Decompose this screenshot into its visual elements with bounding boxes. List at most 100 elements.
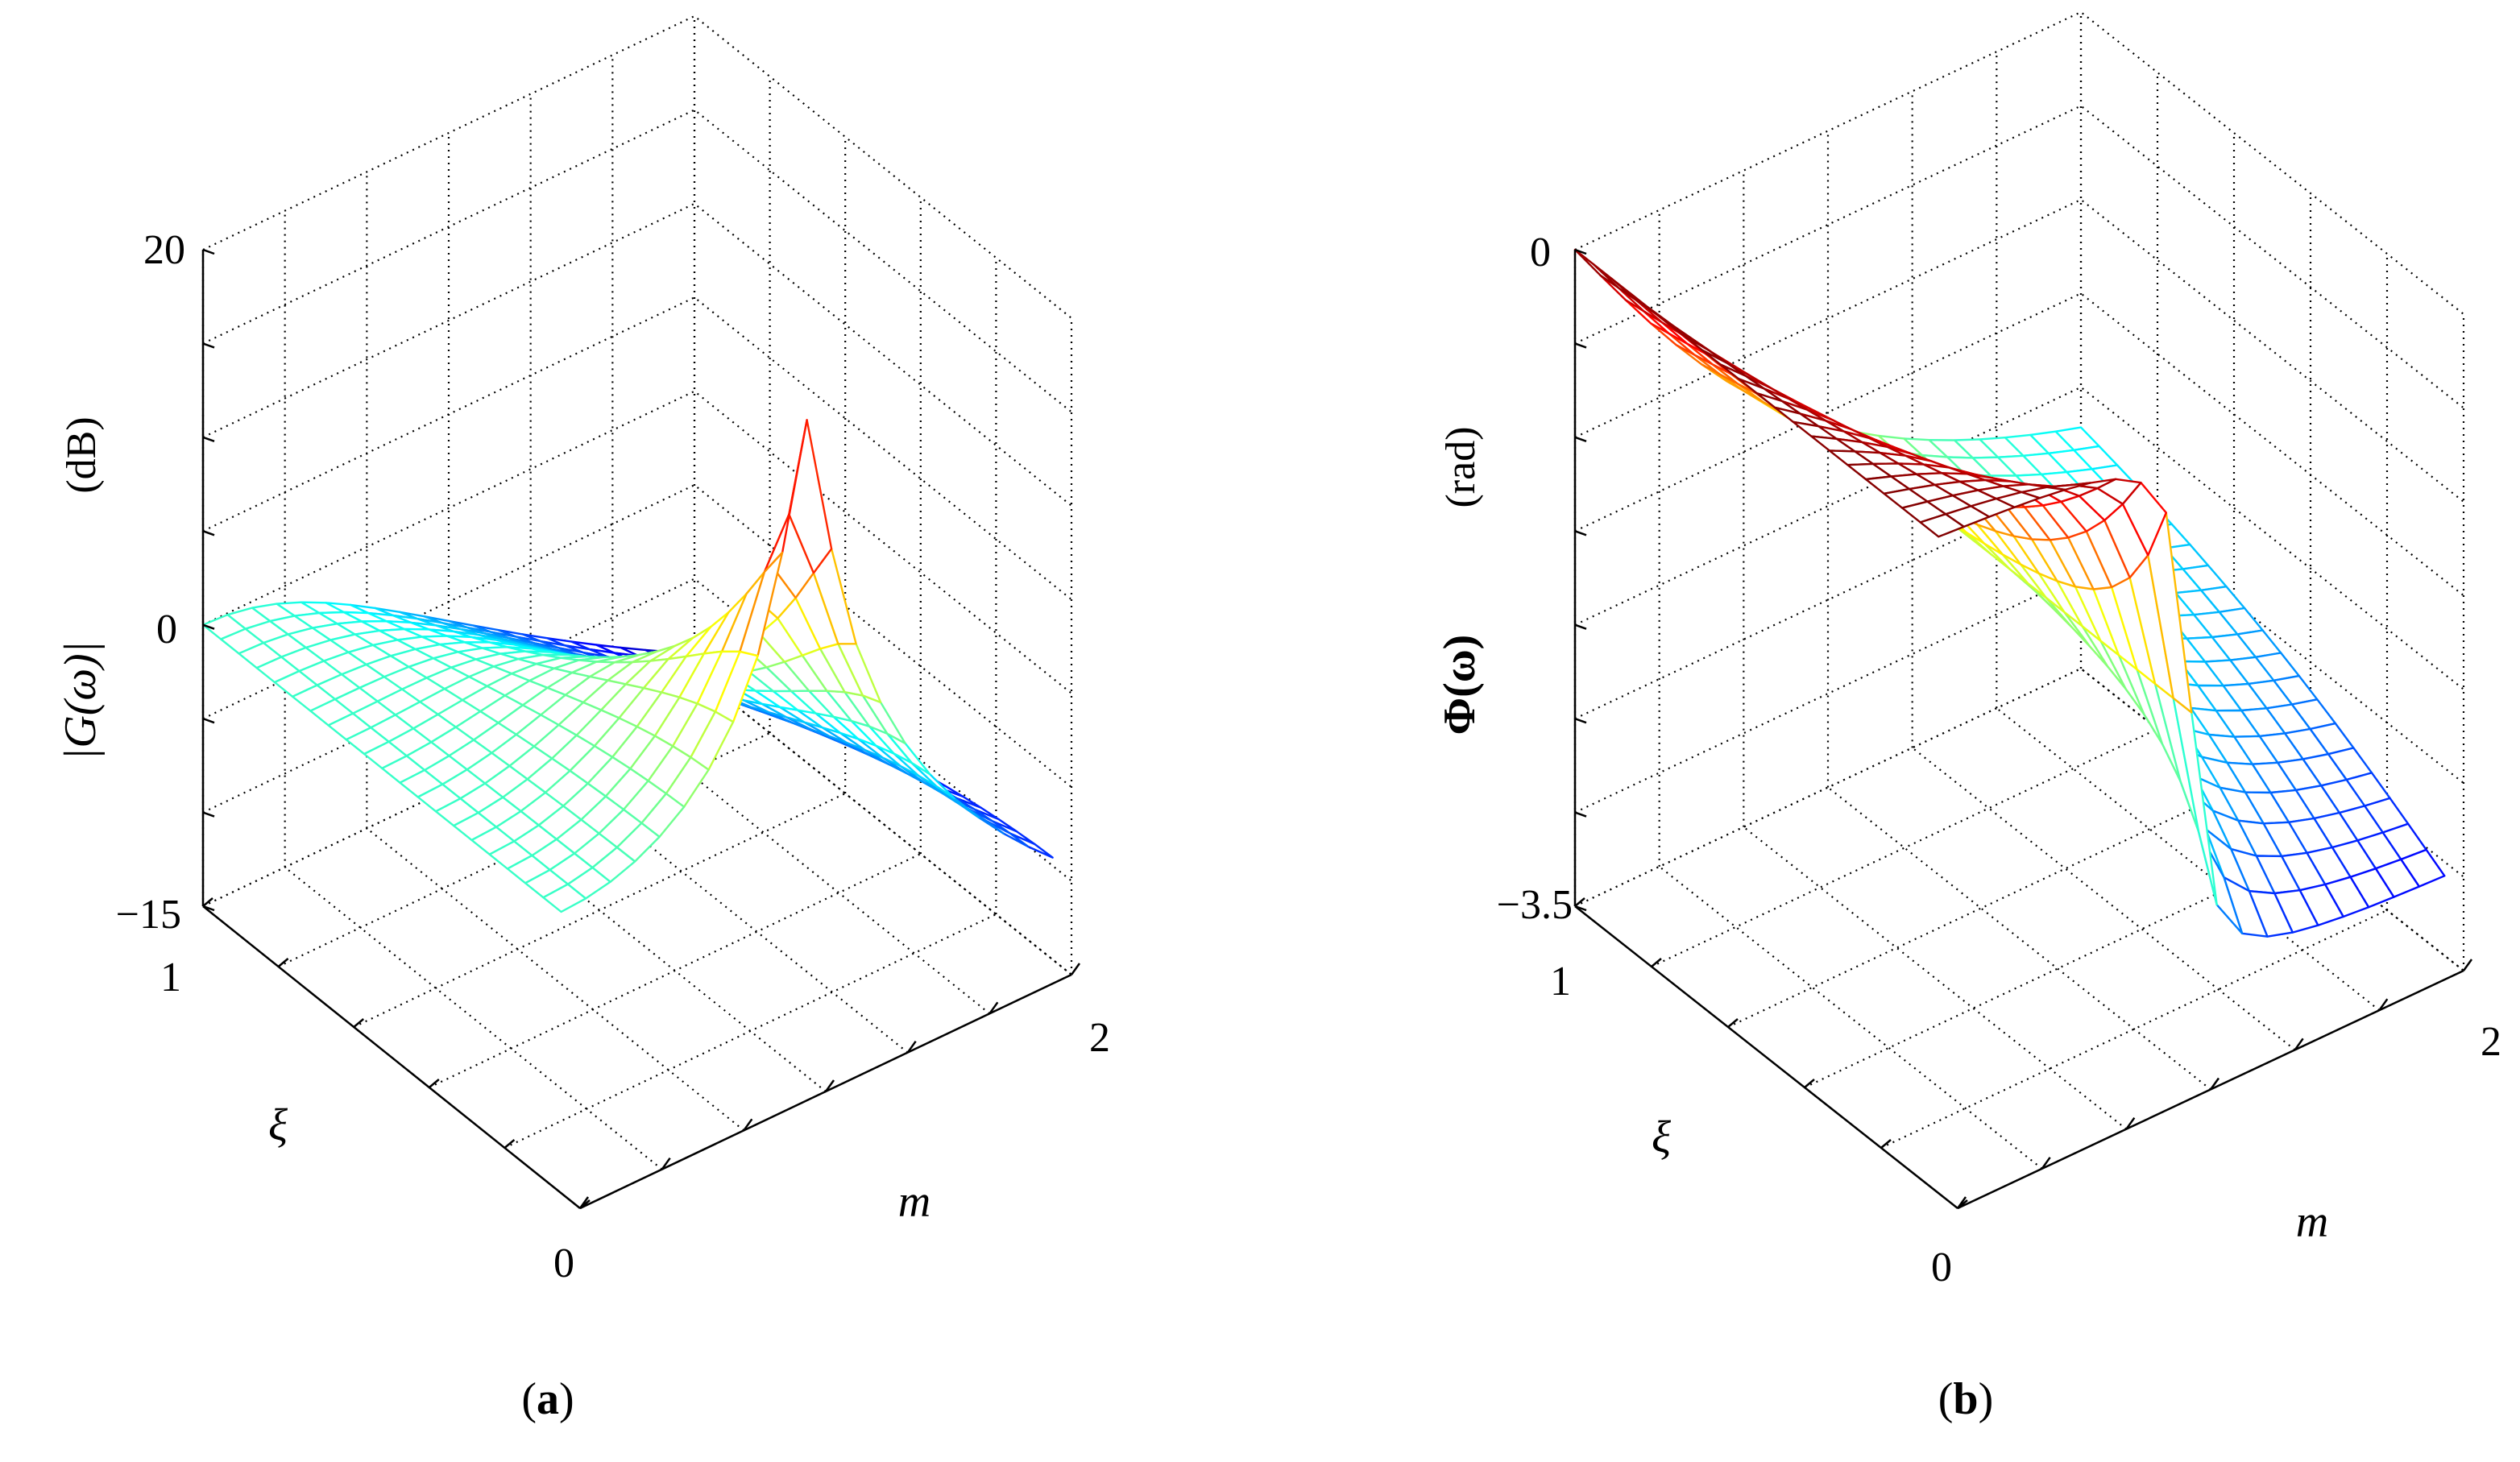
surface-cell — [542, 883, 587, 913]
x-tick — [2041, 1157, 2051, 1170]
caption-b: (b) — [1938, 1374, 1993, 1424]
y-tick — [202, 897, 213, 907]
z-tick — [202, 530, 215, 536]
x-tick — [2462, 959, 2473, 971]
a-zlabel-unit: (dB) — [59, 416, 105, 493]
surface-cell — [910, 762, 955, 800]
b-origin-tick: 0 — [1931, 1245, 1952, 1290]
grid-line — [1658, 865, 2043, 1170]
y-tick — [428, 1079, 440, 1088]
grid-line — [1827, 786, 2211, 1091]
surface-b — [1573, 248, 2446, 938]
grid-line — [1996, 707, 2381, 1012]
y-tick — [1574, 897, 1585, 907]
grid-line — [1574, 198, 2464, 503]
x-tick — [661, 1157, 671, 1170]
z-tick — [1574, 248, 1587, 255]
panel-a: 20 0 −15 1 0 2 m ξ |G(ω)| (dB) (a) — [56, 14, 1110, 1424]
z-tick — [1574, 905, 1587, 912]
axes-a — [201, 248, 1081, 1210]
caption-a: (a) — [521, 1374, 574, 1424]
z-tick — [202, 623, 215, 630]
grid-line — [1743, 826, 2128, 1130]
grid-line — [202, 202, 1072, 507]
b-z-tick-bottom: −3.5 — [1497, 882, 1573, 928]
x-tick — [824, 1079, 835, 1092]
grid-b — [1573, 10, 2465, 1209]
caption-b-letter: b — [1953, 1374, 1978, 1424]
caption-a-close: ) — [559, 1374, 574, 1424]
z-tick — [202, 811, 215, 818]
axes-b — [1573, 248, 2473, 1210]
a-z-tick-bottom: −15 — [116, 892, 181, 938]
y-tick — [1651, 958, 1662, 967]
grid-line — [1651, 728, 2158, 967]
surface-a — [201, 419, 1054, 913]
z-tick — [1574, 623, 1587, 630]
z-tick — [202, 248, 215, 255]
z-tick — [1574, 436, 1587, 443]
grid-line — [1574, 386, 2464, 690]
caption-a-open: ( — [521, 1374, 537, 1424]
y-tick — [277, 958, 289, 967]
grid-line — [202, 390, 1072, 694]
y-tick — [1727, 1018, 1739, 1028]
z-tick — [1574, 530, 1587, 536]
y-tick — [504, 1139, 516, 1149]
a-z-tick-top: 20 — [143, 227, 185, 273]
grid-line — [429, 853, 922, 1088]
z-tick — [1574, 811, 1587, 818]
a-ylabel: ξ — [268, 1100, 288, 1150]
y-tick — [1957, 1199, 1968, 1209]
x-tick — [989, 1001, 999, 1015]
a-xlabel: m — [898, 1177, 930, 1227]
grid-line — [353, 793, 846, 1028]
a-y-tick-one: 1 — [160, 955, 181, 1000]
x-tick — [1070, 963, 1081, 975]
z-tick — [1574, 717, 1587, 724]
a-origin-tick: 0 — [553, 1240, 574, 1286]
a-x-tick-two: 2 — [1089, 1015, 1110, 1061]
y-axis — [1574, 905, 1958, 1209]
y-tick — [1880, 1139, 1892, 1149]
y-tick — [579, 1199, 591, 1209]
grid-line — [1911, 747, 2296, 1051]
z-tick — [202, 436, 215, 443]
x-tick — [2378, 998, 2389, 1011]
grid-line — [1574, 105, 2464, 409]
b-y-tick-one: 1 — [1550, 959, 1571, 1004]
grid-line — [202, 14, 1072, 319]
a-z-tick-zero: 0 — [156, 607, 177, 652]
x-tick — [2209, 1077, 2220, 1091]
grid-line — [1574, 292, 2464, 597]
panel-b: 0 −3.5 1 0 2 m ξ Φ(ω) (rad) (b) — [1435, 10, 2501, 1424]
grid-line — [1727, 789, 2235, 1028]
grid-line — [202, 109, 1072, 413]
caption-b-open: ( — [1938, 1374, 1954, 1424]
caption-a-letter: a — [537, 1374, 559, 1424]
b-ylabel: ξ — [1652, 1112, 1671, 1162]
caption-b-close: ) — [1979, 1374, 1994, 1424]
x-tick — [2125, 1116, 2136, 1130]
grid-line — [1574, 479, 2464, 785]
b-x-tick-two: 2 — [2481, 1019, 2501, 1065]
grid-line — [504, 913, 997, 1149]
surface-cell — [1919, 513, 1965, 538]
y-axis — [202, 905, 581, 1209]
z-tick — [202, 717, 215, 724]
b-xlabel: m — [2296, 1197, 2328, 1247]
y-tick — [353, 1018, 365, 1028]
grid-line — [2080, 668, 2464, 971]
b-zlabel: Φ(ω) — [1435, 635, 1485, 735]
z-tick — [1574, 342, 1587, 349]
x-tick — [2294, 1037, 2304, 1051]
z-tick — [202, 905, 215, 912]
y-tick — [1804, 1079, 1815, 1088]
x-tick — [743, 1118, 753, 1132]
b-z-tick-top: 0 — [1530, 230, 1551, 275]
grid-line — [1574, 10, 2464, 315]
z-tick — [202, 342, 215, 349]
grid-line — [202, 296, 1072, 601]
